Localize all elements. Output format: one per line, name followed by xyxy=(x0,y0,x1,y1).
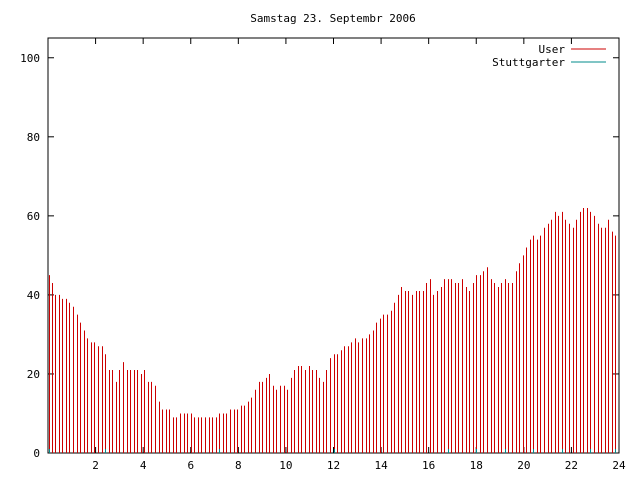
x-tick-label: 16 xyxy=(422,459,435,472)
y-tick-label: 20 xyxy=(27,368,40,381)
x-tick-label: 24 xyxy=(612,459,626,472)
x-axis: 2 4 6 8 10 12 14 16 18 20 22 24 xyxy=(92,38,626,472)
x-tick-label: 4 xyxy=(140,459,147,472)
y-tick-label: 60 xyxy=(27,210,40,223)
legend-label-stuttgarter: Stuttgarter xyxy=(492,56,565,69)
legend: User Stuttgarter xyxy=(492,43,606,69)
x-tick-label: 12 xyxy=(327,459,340,472)
y-tick-label: 0 xyxy=(33,447,40,460)
x-tick-label: 20 xyxy=(517,459,530,472)
x-tick-label: 6 xyxy=(187,459,194,472)
y-tick-label: 40 xyxy=(27,289,40,302)
x-tick-label: 18 xyxy=(470,459,483,472)
chart-title: Samstag 23. Septembr 2006 xyxy=(250,12,416,25)
y-axis: 0 20 40 60 80 100 xyxy=(20,52,619,460)
x-tick-label: 8 xyxy=(235,459,242,472)
y-tick-label: 100 xyxy=(20,52,40,65)
x-tick-label: 10 xyxy=(279,459,292,472)
series-bars xyxy=(49,207,616,453)
legend-label-user: User xyxy=(539,43,566,56)
x-tick-label: 2 xyxy=(92,459,99,472)
x-tick-label: 22 xyxy=(565,459,578,472)
y-tick-label: 80 xyxy=(27,131,40,144)
x-tick-label: 14 xyxy=(374,459,388,472)
